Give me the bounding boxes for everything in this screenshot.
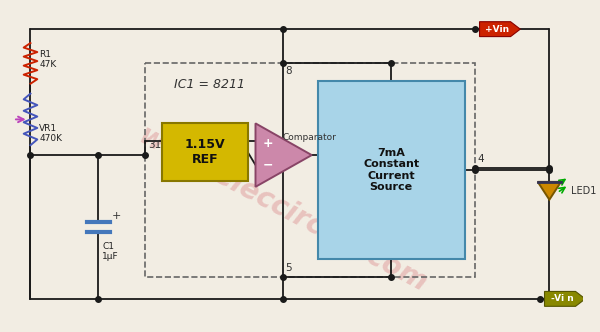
Text: Comparator: Comparator [283, 133, 337, 142]
Text: +Vin: +Vin [485, 25, 509, 34]
Text: 4: 4 [478, 154, 484, 164]
Text: www.eleccircuit.com: www.eleccircuit.com [133, 122, 432, 298]
Text: 31: 31 [148, 140, 161, 150]
Text: +: + [112, 211, 121, 221]
Text: 8: 8 [286, 66, 292, 76]
Text: LED1: LED1 [571, 186, 596, 196]
Polygon shape [256, 124, 312, 187]
Bar [145, 63, 475, 277]
Text: 1.15V
REF: 1.15V REF [185, 138, 226, 166]
Text: VR1
470K: VR1 470K [39, 124, 62, 143]
Bar [317, 81, 465, 259]
Bar [163, 124, 248, 181]
Text: -Vi n: -Vi n [551, 294, 574, 303]
Text: −: − [262, 158, 273, 172]
Text: C1
1μF: C1 1μF [102, 242, 119, 261]
Text: 5: 5 [286, 263, 292, 273]
Text: IC1 = 8211: IC1 = 8211 [174, 78, 245, 91]
Polygon shape [545, 291, 585, 306]
Polygon shape [479, 22, 520, 37]
Polygon shape [538, 182, 561, 200]
Text: +: + [262, 137, 273, 150]
Text: 7mA
Constant
Current
Source: 7mA Constant Current Source [363, 147, 419, 192]
Text: R1
47K: R1 47K [39, 50, 56, 69]
